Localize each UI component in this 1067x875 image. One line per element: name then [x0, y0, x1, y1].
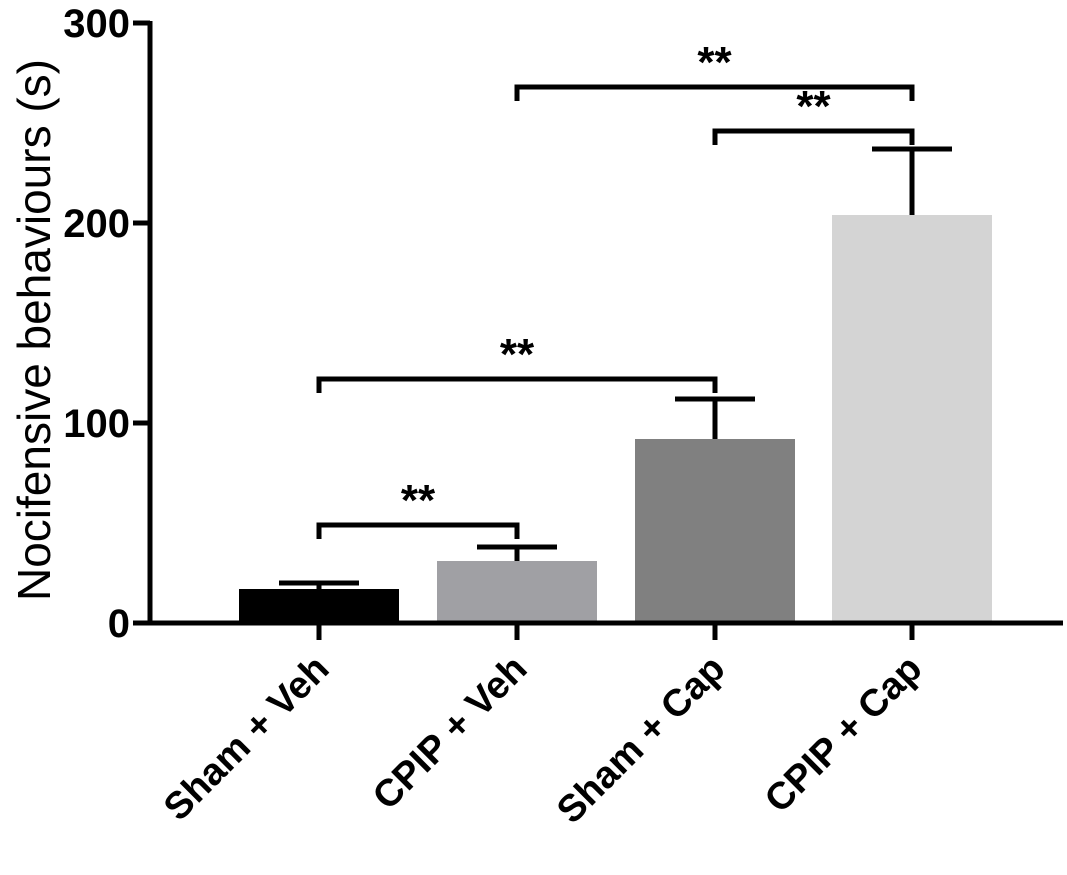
significance-layer: ** ** ** **	[316, 38, 915, 539]
significance-label-1: **	[500, 330, 535, 379]
significance-label-2: **	[697, 38, 732, 87]
y-tick-label-200: 200	[63, 202, 130, 246]
x-tick-label-0: Sham + Veh	[156, 648, 337, 829]
significance-label-3: **	[796, 82, 831, 131]
significance-bracket-0	[316, 522, 520, 539]
significance-bracket-2	[514, 84, 915, 101]
significance-bracket-3	[712, 128, 915, 145]
y-tick-label-100: 100	[63, 402, 130, 446]
bar-1	[437, 561, 597, 623]
y-tick-label-300: 300	[63, 2, 130, 46]
y-tick-label-0: 0	[108, 602, 130, 646]
bar-3	[832, 215, 992, 623]
bar-2	[635, 439, 795, 623]
error-bars-layer	[279, 146, 952, 589]
x-tick-label-2: Sham + Cap	[549, 648, 733, 832]
bars-layer	[239, 215, 992, 623]
bar-0	[239, 589, 399, 623]
x-tick-label-3: CPIP + Cap	[757, 648, 930, 821]
significance-bracket-1	[316, 376, 718, 393]
y-axis-title: Nocifensive behaviours (s)	[8, 59, 60, 601]
significance-label-0: **	[401, 476, 436, 525]
x-tick-label-1: CPIP + Veh	[365, 648, 535, 818]
